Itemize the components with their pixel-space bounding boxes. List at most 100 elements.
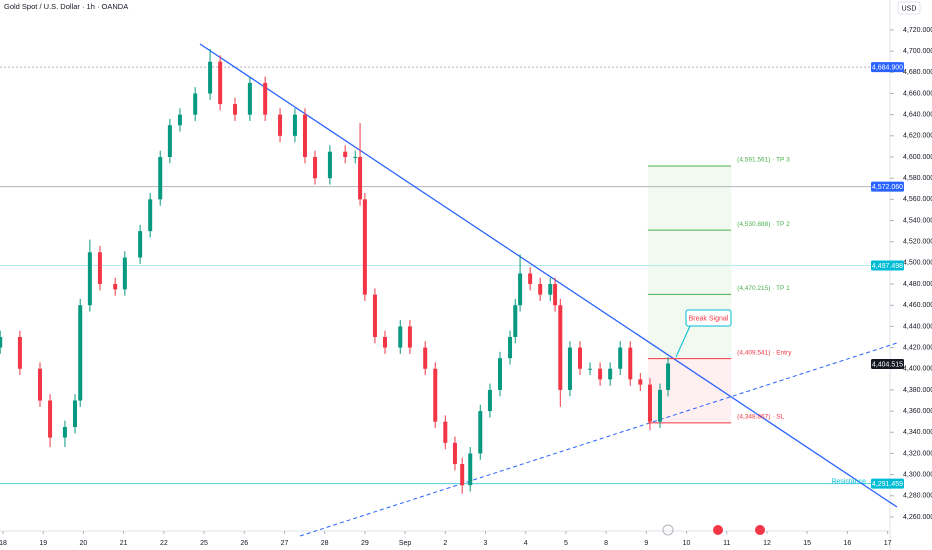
candle-body: [193, 93, 198, 115]
candle-body: [647, 384, 652, 422]
candle-body: [407, 326, 412, 348]
price-badge: [871, 260, 904, 271]
x-tick-label: 12: [763, 540, 771, 547]
candle-body: [598, 368, 603, 380]
candle-body: [382, 336, 387, 348]
candle-body: [433, 368, 438, 422]
price-badge-label: 4,404.515: [872, 361, 903, 368]
candle-body: [292, 114, 297, 136]
candle-body: [460, 464, 465, 486]
target-label: (4,591.561) · TP 3: [737, 157, 790, 164]
x-tick-label: 10: [683, 540, 691, 547]
candle-body: [17, 336, 22, 369]
y-tick-label: 4,700.000: [903, 48, 932, 55]
candle-body: [353, 157, 358, 159]
currency: USD: [902, 5, 917, 12]
candle-body: [167, 125, 172, 158]
candle-body: [478, 411, 483, 454]
candle-body: [97, 252, 102, 285]
bottom-icons: [662, 524, 765, 536]
candle-body: [528, 273, 533, 285]
icon: [713, 525, 723, 535]
y-tick-label: 4,420.000: [903, 344, 932, 351]
stop-line-label: (4,348.867) · SL: [737, 414, 784, 421]
candle-body: [138, 231, 143, 258]
y-tick-label: 4,580.000: [903, 175, 932, 182]
y-tick-label: 4,520.000: [903, 239, 932, 246]
candle-body: [487, 389, 492, 412]
candle-body: [78, 305, 83, 401]
x-tick-label: 3: [484, 540, 488, 547]
x-tick-label: Sep: [399, 540, 412, 547]
y-tick-label: 4,680.000: [903, 69, 932, 76]
candle-body: [508, 336, 513, 359]
candle-body: [666, 363, 671, 390]
price-badge: [871, 478, 904, 489]
candle-body: [608, 368, 613, 380]
x-tick-label: 28: [321, 540, 329, 547]
y-tick-label: 4,260.000: [903, 514, 932, 521]
x-tick-label: 27: [281, 540, 289, 547]
y-tick-label: 4,620.000: [903, 133, 932, 140]
price-badge-label: 4,497.498: [872, 263, 903, 270]
y-tick-label: 4,300.000: [903, 471, 932, 478]
x-tick-label: 11: [723, 540, 730, 547]
candle-body: [548, 284, 553, 295]
callout-box: [685, 309, 732, 327]
y-tick-label: 4,400.000: [903, 366, 932, 373]
y-tick-label: 4,440.000: [903, 323, 932, 330]
candle-body: [577, 347, 582, 369]
candle-body: [553, 284, 558, 306]
candle-body: [278, 114, 283, 136]
currency-box: [897, 1, 921, 15]
candle-body: [497, 358, 502, 390]
candle-body: [452, 442, 457, 465]
candle-body: [233, 104, 238, 115]
target-label: (4,530.888) · TP 2: [737, 221, 790, 228]
candle-body: [208, 61, 213, 94]
candle-body: [302, 114, 307, 158]
candle-body: [122, 257, 127, 290]
candle-body: [372, 294, 377, 337]
x-tick-label: 2: [443, 540, 447, 547]
x-tick-label: 18: [0, 540, 7, 547]
price-badge: [871, 181, 904, 192]
candle-body: [218, 61, 223, 105]
x-tick-label: 16: [843, 540, 851, 547]
price-badge: [871, 358, 904, 369]
candle-body: [558, 305, 563, 390]
y-tick-label: 4,560.000: [903, 196, 932, 203]
profit-zone: [647, 165, 732, 359]
y-tick-label: 4,640.000: [903, 112, 932, 119]
candle-body: [148, 199, 153, 232]
x-tick-label: 21: [120, 540, 128, 547]
trendline: [199, 43, 898, 508]
candle-body: [263, 82, 268, 115]
x-tick-label: 19: [39, 540, 47, 547]
candle-body: [62, 426, 67, 438]
candle-body: [468, 453, 473, 486]
candle-body: [658, 389, 663, 422]
y-tick-label: 4,540.000: [903, 217, 932, 224]
candle-body: [48, 400, 53, 438]
price-badge-label: 4,291.459: [872, 481, 903, 488]
callout-label: Break Signal: [689, 315, 729, 322]
resistance-label: Resistance: [831, 479, 866, 486]
chart-title: Gold Spot / U.S. Dollar · 1h · OANDA: [4, 2, 128, 11]
candle-body: [158, 157, 163, 200]
candle-body: [538, 284, 543, 295]
y-tick-label: 4,480.000: [903, 281, 932, 288]
candle-body: [113, 284, 118, 290]
x-tick-label: 20: [80, 540, 88, 547]
y-tick-label: 4,280.000: [903, 493, 932, 500]
candle-body: [0, 336, 3, 348]
candle-body: [423, 347, 428, 369]
x-tick-label: 26: [240, 540, 248, 547]
y-tick-label: 4,380.000: [903, 387, 932, 394]
candle-body: [87, 252, 92, 306]
x-tick-label: 15: [803, 540, 811, 547]
y-tick-label: 4,340.000: [903, 429, 932, 436]
